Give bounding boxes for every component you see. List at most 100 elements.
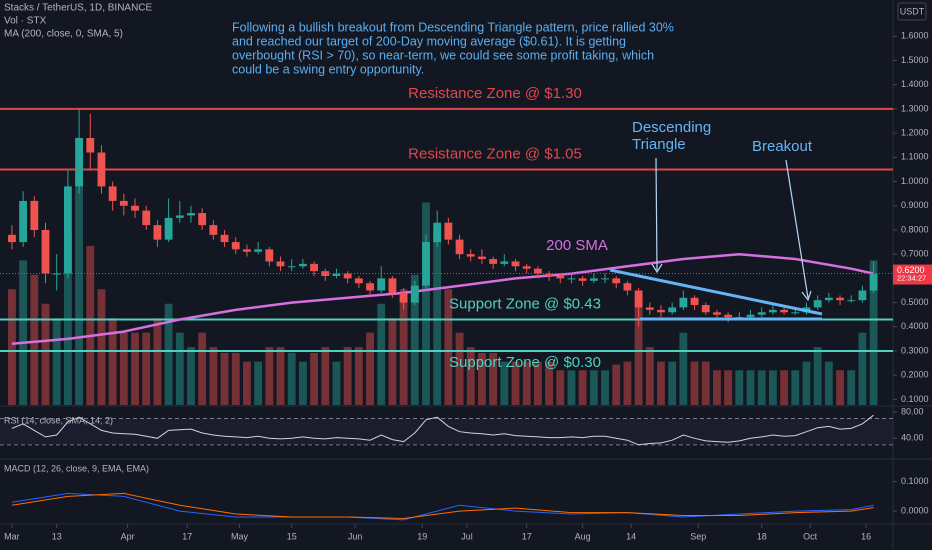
candle-body xyxy=(332,273,341,276)
volume-bar xyxy=(645,347,654,405)
volume-bar xyxy=(175,332,184,405)
volume-bar xyxy=(735,370,744,405)
candle-body xyxy=(701,305,710,313)
candle-body xyxy=(388,278,397,293)
candle-body xyxy=(8,234,16,243)
volume-bar xyxy=(63,231,72,405)
rsi-label: RSI (14, close, SMA, 14, 2) xyxy=(4,415,113,425)
y-tick-label: 1.1000 xyxy=(901,152,929,162)
last-price-label: 0.6200 xyxy=(897,265,925,275)
volume-bar xyxy=(399,289,408,405)
volume-bar xyxy=(713,370,721,405)
volume-bar xyxy=(354,347,363,405)
candle-body xyxy=(466,254,475,257)
candle-body xyxy=(657,309,665,313)
candle-body xyxy=(567,278,576,280)
volume-bar xyxy=(589,370,598,405)
candle-body xyxy=(75,137,83,187)
volume-bar xyxy=(556,370,565,405)
y-tick-label: 0.2000 xyxy=(901,370,929,380)
volume-bar xyxy=(310,352,318,405)
volume-bar xyxy=(153,318,162,405)
arrow xyxy=(785,159,809,299)
volume-bar xyxy=(578,370,587,405)
pattern-label: Descending xyxy=(632,119,711,136)
volume-bar xyxy=(321,347,330,405)
y-tick-label: 0.7000 xyxy=(901,249,929,259)
volume-bar xyxy=(847,370,856,405)
volume-bar xyxy=(52,318,61,405)
macd-line xyxy=(11,492,874,521)
volume-bar xyxy=(209,347,218,405)
volume-bar xyxy=(108,318,117,405)
volume-bar xyxy=(19,260,28,405)
candle-body xyxy=(757,312,766,315)
candle-body xyxy=(131,205,139,211)
candle-body xyxy=(399,292,408,303)
volume-bar xyxy=(679,332,688,405)
currency[interactable]: USDT xyxy=(900,6,925,16)
candle-body xyxy=(645,307,654,310)
candle-body xyxy=(858,290,867,301)
candle-body xyxy=(231,242,240,250)
volume-bar xyxy=(86,245,95,405)
candle-body xyxy=(679,297,688,308)
last-price-box xyxy=(893,264,932,285)
candle-body xyxy=(589,278,598,281)
x-tick-label: 17 xyxy=(182,531,192,541)
macd-tick-label: 0.0000 xyxy=(901,505,929,515)
macd-label: MACD (12, 26, close, 9, EMA, EMA) xyxy=(4,463,149,473)
volume-bar xyxy=(410,274,419,405)
volume-bar xyxy=(198,332,207,405)
candle-body xyxy=(164,217,173,240)
volume-bar xyxy=(791,370,800,405)
candle-body xyxy=(410,285,419,303)
currency-box[interactable] xyxy=(897,2,927,21)
x-tick-label: 13 xyxy=(52,531,62,541)
volume-bar xyxy=(668,361,677,405)
volume-bar xyxy=(746,370,755,405)
indicator-label: Vol · STX xyxy=(4,16,47,27)
candle-body xyxy=(243,249,251,252)
candle-body xyxy=(142,210,151,226)
candle-body xyxy=(634,290,643,308)
annotation: Following a bullish breakout from Descen… xyxy=(232,20,674,34)
zone-label: Resistance Zone @ $1.05 xyxy=(408,145,582,162)
annotation: could be a swing entry opportunity. xyxy=(232,62,424,76)
candle-body xyxy=(478,256,486,260)
candle-body xyxy=(321,271,330,276)
volume-bar xyxy=(433,231,442,405)
y-tick-label: 1.3000 xyxy=(901,103,929,113)
sma-line xyxy=(11,252,874,346)
x-tick-label: 17 xyxy=(522,531,532,541)
volume-bar xyxy=(478,352,486,405)
rsi-line xyxy=(11,414,874,446)
volume-bar xyxy=(455,332,464,405)
candle-body xyxy=(578,278,587,281)
volume-bar xyxy=(824,361,833,405)
volume-bar xyxy=(254,361,263,405)
y-tick-label: 0.8000 xyxy=(901,224,929,234)
volume-bar xyxy=(131,332,139,405)
candle-body xyxy=(545,273,553,276)
candle-body xyxy=(41,229,50,274)
volume-bar xyxy=(533,361,542,405)
candle-body xyxy=(354,278,363,284)
volume-bar xyxy=(265,347,274,405)
rsi-tick-label: 80.00 xyxy=(901,406,924,416)
sma-label: 200 SMA xyxy=(546,237,608,254)
candle-body xyxy=(422,242,430,286)
x-tick-label: Sep xyxy=(690,531,706,541)
candle-body xyxy=(444,222,453,240)
y-tick-label: 1.2000 xyxy=(901,128,929,138)
arrow xyxy=(655,157,658,271)
x-tick-label: 15 xyxy=(287,531,297,541)
y-tick-label: 1.5000 xyxy=(901,55,929,65)
candle-body xyxy=(724,314,733,318)
candle-body xyxy=(791,312,800,314)
candle-body xyxy=(86,137,95,153)
candle-body xyxy=(198,213,207,226)
x-tick-label: 18 xyxy=(757,531,767,541)
candle-body xyxy=(153,225,162,240)
